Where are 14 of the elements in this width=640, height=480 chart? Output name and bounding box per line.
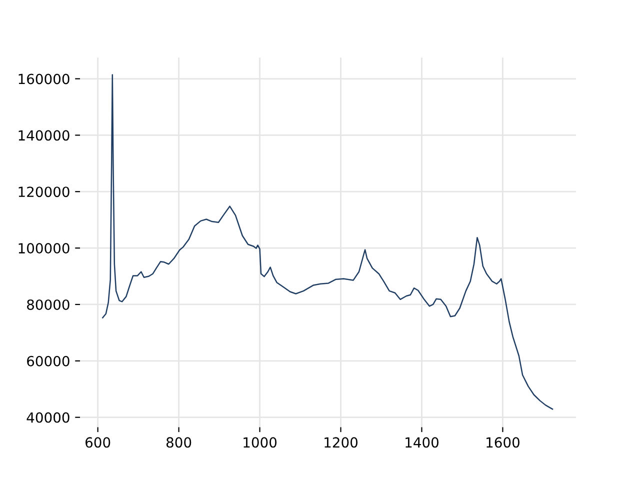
y-tick-label: 80000 [27, 299, 70, 310]
y-tick-label: 120000 [18, 186, 70, 198]
x-tick-label: 600 [86, 437, 110, 448]
line-series [102, 74, 554, 410]
x-tick-label: 1000 [244, 437, 277, 448]
y-tick-label: 60000 [27, 356, 70, 366]
x-tick-label: 1600 [486, 437, 520, 448]
x-tick-label: 1400 [406, 437, 438, 448]
y-tick-label: 140000 [18, 130, 70, 141]
x-tick-label: 1200 [324, 437, 358, 448]
y-tick-label: 100000 [18, 243, 70, 254]
y-tick-label: 160000 [18, 74, 70, 84]
y-tick-label: 40000 [26, 412, 70, 423]
x-tick-label: 800 [166, 437, 192, 448]
